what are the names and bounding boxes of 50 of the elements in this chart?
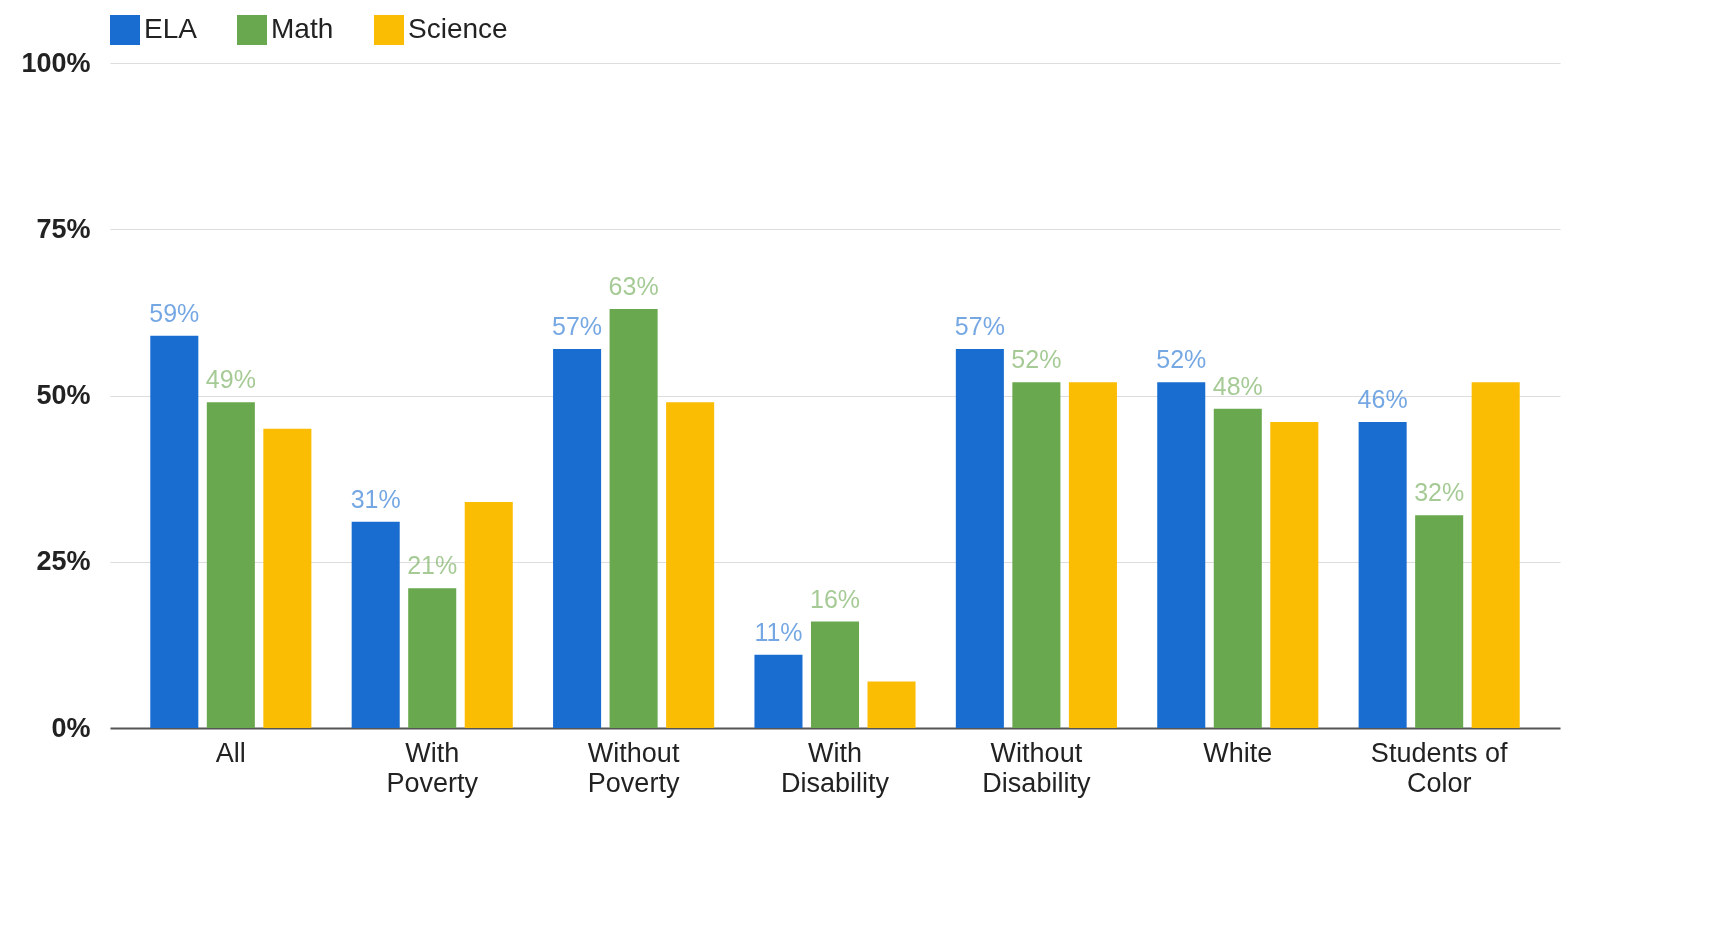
bar [553, 348, 602, 728]
bar [955, 348, 1004, 728]
bar [150, 335, 199, 728]
data-label: 63% [608, 272, 659, 301]
x-tick-label: With Disability [780, 737, 890, 798]
bar [867, 681, 916, 728]
x-tick-label: Students of Color [1370, 737, 1508, 798]
bar [408, 588, 457, 728]
bar [1270, 422, 1319, 728]
legend-label: Math [271, 13, 334, 44]
data-label: 57% [552, 311, 603, 340]
bar [206, 402, 255, 728]
legend-label: ELA [144, 13, 198, 44]
bar [1068, 382, 1117, 728]
data-label: 52% [1156, 345, 1207, 374]
data-label: 21% [407, 551, 458, 580]
y-tick-label: 75% [36, 213, 91, 244]
data-label: 16% [809, 584, 861, 613]
data-label: 32% [1414, 478, 1465, 507]
x-tick-label: Without Disability [982, 737, 1091, 798]
data-label: 57% [954, 311, 1005, 340]
data-label: 11% [754, 617, 803, 646]
legend-label: Science [408, 13, 508, 44]
bar [666, 402, 715, 728]
data-label: 31% [350, 484, 401, 513]
y-tick-label: 50% [36, 380, 91, 410]
y-tick-label: 0% [51, 712, 91, 743]
x-tick-label: With Poverty [386, 737, 479, 798]
bar [263, 428, 312, 728]
y-tick-label: 25% [36, 546, 91, 577]
bar [609, 309, 658, 728]
bar [351, 521, 400, 728]
bar [1213, 408, 1262, 728]
x-tick-label: Without Poverty [587, 737, 680, 798]
bar [810, 621, 860, 728]
bar [754, 654, 803, 728]
bar [464, 501, 513, 728]
y-tick-label: 100% [21, 47, 91, 78]
bar [1157, 382, 1206, 728]
bar [1358, 422, 1407, 728]
data-label: 49% [205, 365, 256, 394]
x-tick-label: White [1203, 737, 1273, 768]
data-label: 48% [1212, 371, 1263, 400]
bar [1415, 515, 1464, 728]
bar [1471, 382, 1520, 728]
x-tick-label: All [215, 737, 246, 768]
data-label: 46% [1357, 385, 1408, 414]
bar [1012, 382, 1061, 728]
data-label: 52% [1011, 345, 1062, 374]
data-label: 59% [149, 298, 200, 327]
